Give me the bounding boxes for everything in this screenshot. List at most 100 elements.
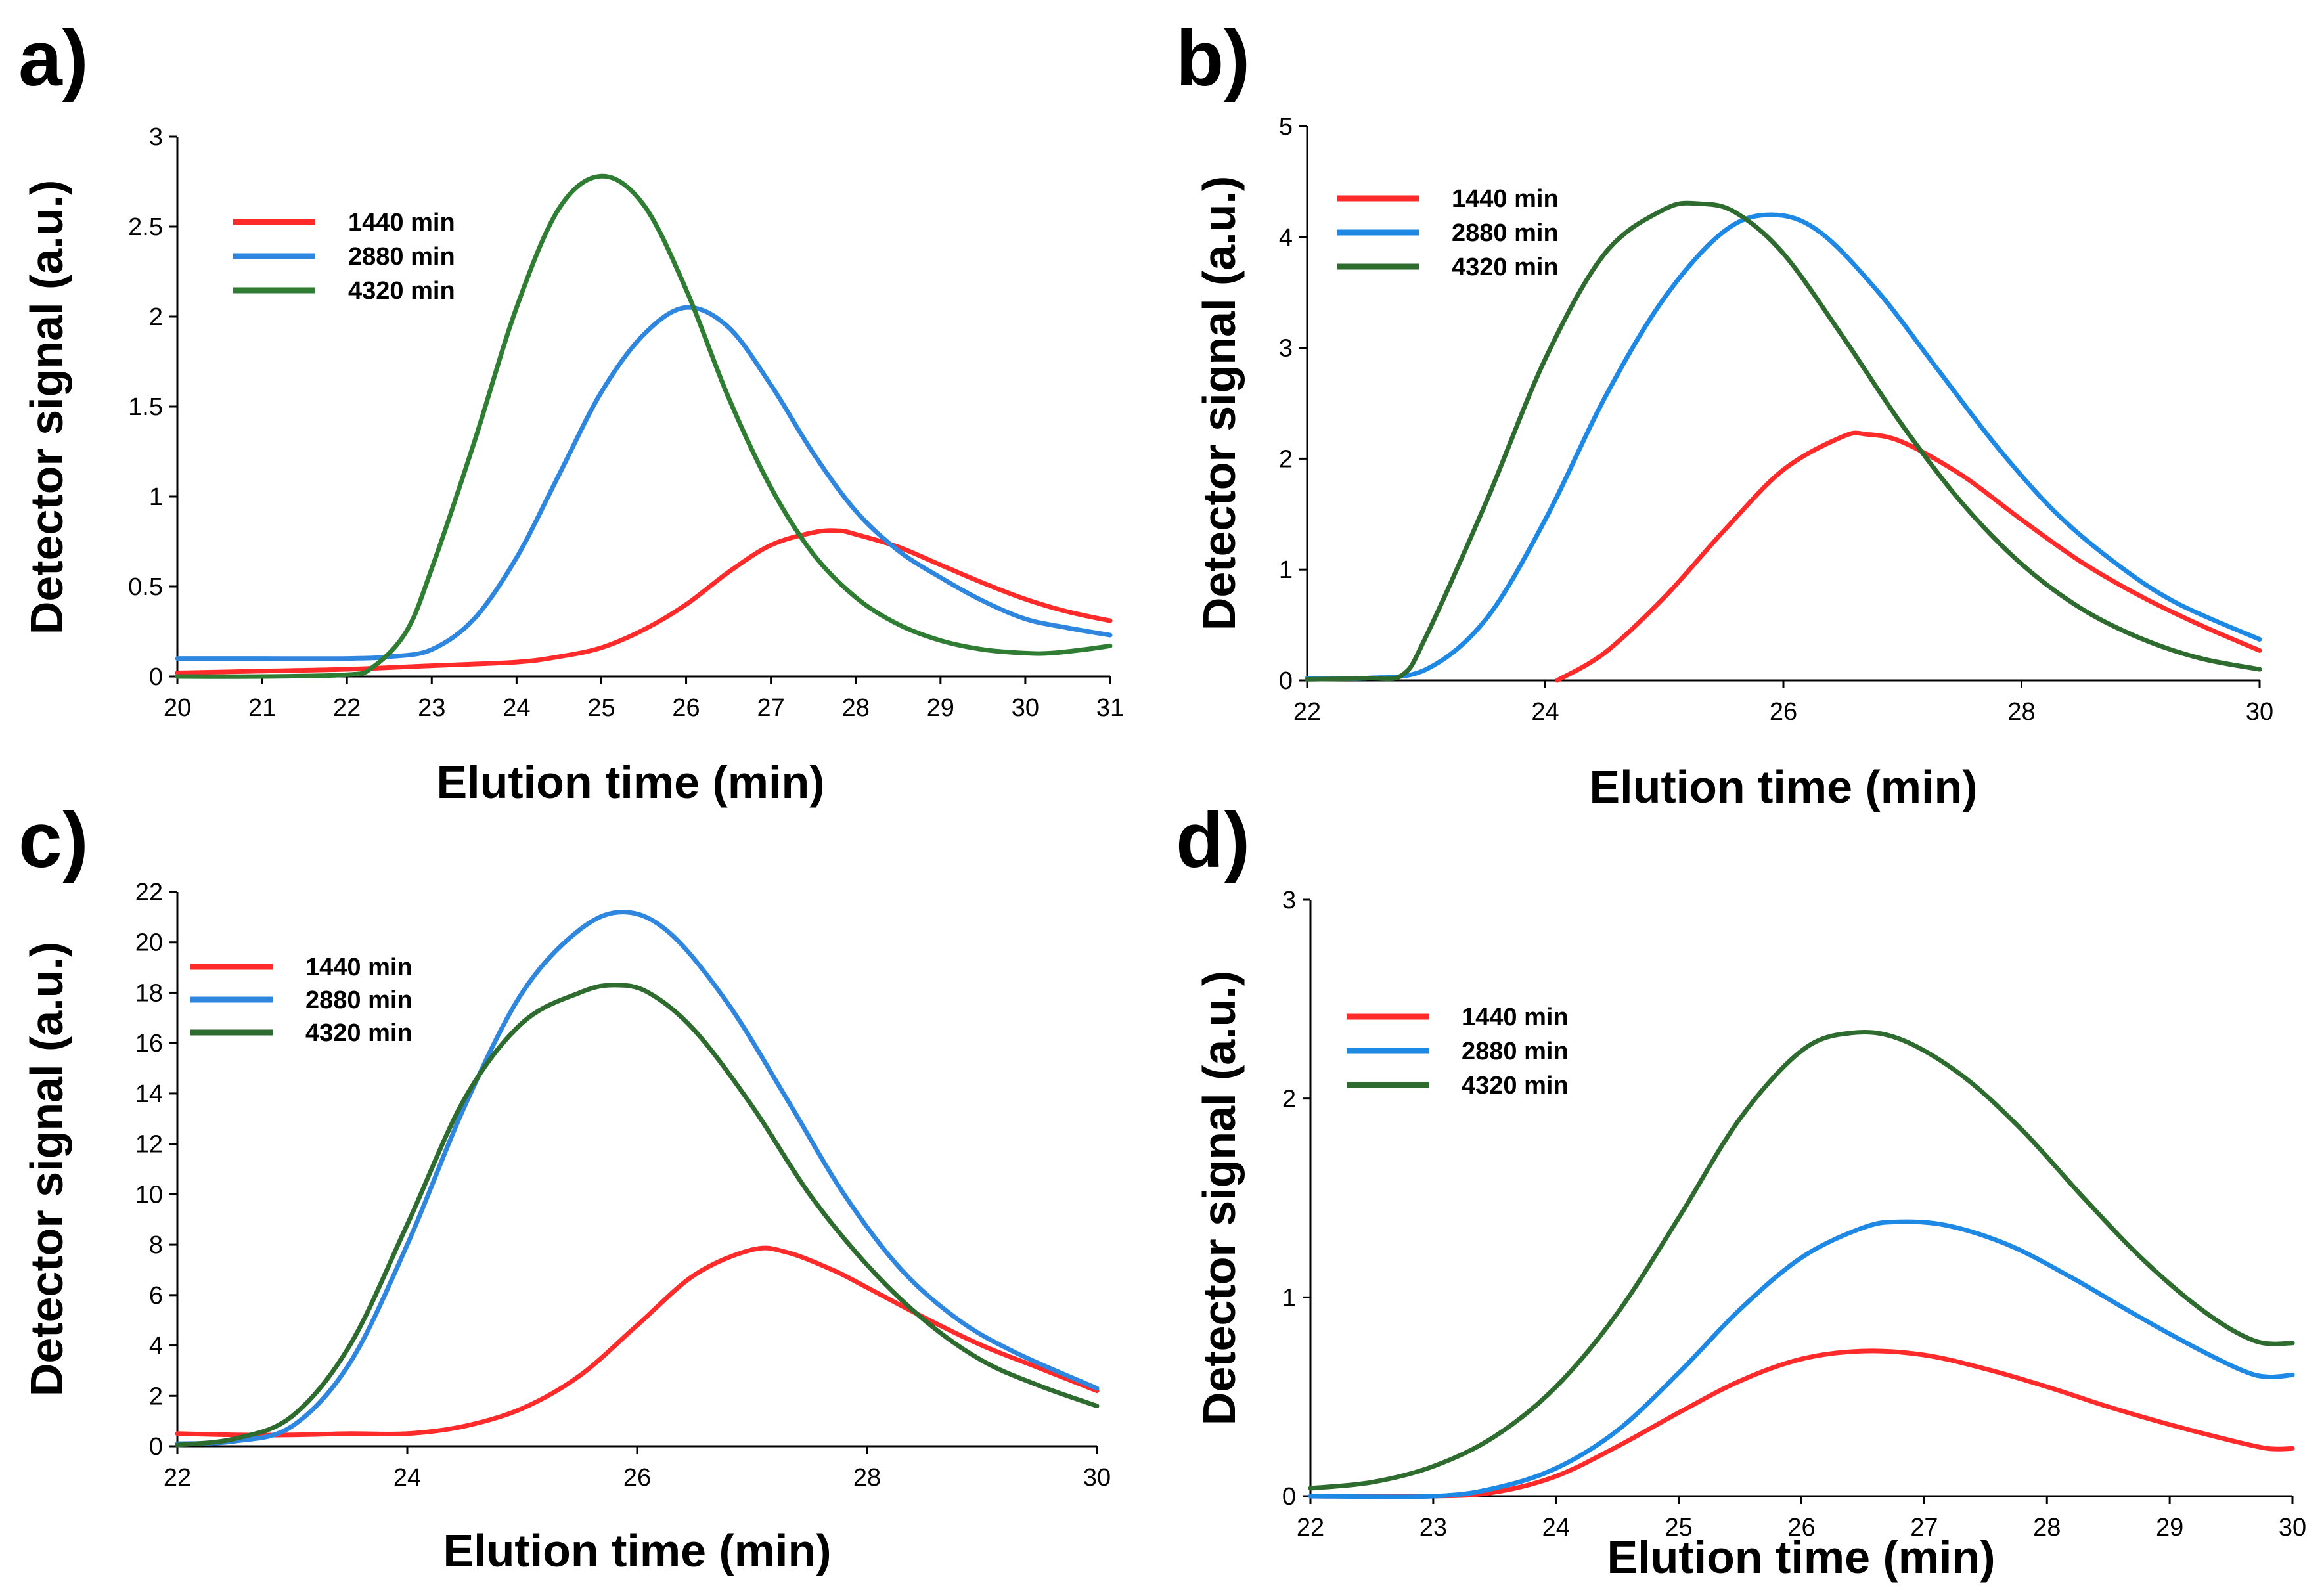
x-tick-label: 28 (2033, 1514, 2061, 1541)
y-tick-label: 20 (135, 929, 163, 957)
x-axis-title: Elution time (min) (1589, 761, 1977, 812)
legend-label: 4320 min (305, 1019, 413, 1047)
y-tick-label: 3 (1282, 887, 1296, 914)
series-line-1440-min (1308, 1348, 2295, 1499)
x-tick-label: 28 (853, 1464, 881, 1492)
series-line-1440-min (175, 1245, 1100, 1438)
x-tick-label: 31 (1096, 694, 1124, 722)
legend-entry: 1440 min (233, 209, 455, 236)
y-axis-title: Detector signal (a.u.) (1194, 176, 1245, 631)
x-tick-label: 25 (1665, 1514, 1692, 1541)
y-axis-title: Detector signal (a.u.) (21, 180, 72, 634)
y-tick-label: 8 (149, 1231, 163, 1259)
x-tick-label: 22 (164, 1464, 191, 1492)
y-tick-label: 16 (135, 1030, 163, 1057)
panel-letter: b) (1176, 14, 1250, 102)
legend-label: 4320 min (1452, 254, 1559, 281)
x-tick-label: 30 (2246, 698, 2273, 726)
y-axis-title: Detector signal (a.u.) (1194, 971, 1245, 1425)
x-tick-label: 22 (333, 694, 361, 722)
x-tick-label: 22 (1293, 698, 1321, 726)
y-tick-label: 4 (149, 1333, 163, 1360)
x-tick-label: 26 (1770, 698, 1797, 726)
x-tick-label: 30 (1012, 694, 1039, 722)
legend-label: 2880 min (305, 986, 413, 1014)
y-tick-label: 4 (1279, 224, 1293, 252)
x-axis-title: Elution time (min) (1607, 1532, 1995, 1583)
series-line-4320-min (1305, 200, 2262, 682)
series-line-4320-min (175, 173, 1113, 679)
y-tick-label: 1 (1279, 556, 1293, 584)
legend-label: 2880 min (348, 243, 455, 271)
panel-letter: a) (18, 14, 89, 102)
y-tick-label: 0 (1282, 1483, 1296, 1511)
x-tick-label: 24 (1531, 698, 1559, 726)
x-tick-label: 27 (1910, 1514, 1938, 1541)
series-line-2880-min (175, 910, 1100, 1446)
x-tick-label: 26 (672, 694, 700, 722)
chart-panel-b: b) 0 1 2 3 4 5 22 24 26 28 30 Elution time (min) Dete… (1176, 14, 2273, 812)
y-tick-label: 22 (135, 879, 163, 906)
y-tick-label: 2 (149, 1383, 163, 1410)
y-tick-label: 5 (1279, 113, 1293, 141)
x-tick-label: 20 (164, 694, 191, 722)
legend-entry: 4320 min (233, 277, 455, 305)
x-tick-label: 24 (393, 1464, 421, 1492)
legend-label: 1440 min (1452, 185, 1559, 213)
x-tick-label: 26 (1787, 1514, 1815, 1541)
series-line-2880-min (1305, 212, 2262, 682)
y-tick-label: 2 (1282, 1086, 1296, 1113)
panel-letter: c) (18, 796, 89, 884)
y-tick-label: 0 (149, 663, 163, 691)
legend-entry: 2880 min (1337, 219, 1559, 247)
legend-entry: 4320 min (1337, 254, 1559, 281)
legend-entry: 2880 min (233, 243, 455, 271)
series-line-1440-min (1555, 430, 2262, 683)
legend-entry: 4320 min (1347, 1072, 1569, 1099)
legend-entry: 1440 min (190, 954, 413, 981)
x-tick-label: 28 (2007, 698, 2035, 726)
legend-label: 2880 min (1462, 1038, 1569, 1065)
y-tick-label: 3 (1279, 335, 1293, 363)
legend-entry: 2880 min (190, 986, 413, 1014)
chart-panel-a: a) 0 0.5 1 1.5 2 2.5 3 20 21 22 23 24 25 26 27 28 29 30 31 E… (18, 14, 1124, 808)
y-tick-label: 2.5 (128, 213, 163, 241)
x-tick-label: 29 (2156, 1514, 2183, 1541)
x-tick-label: 29 (927, 694, 954, 722)
legend-label: 2880 min (1452, 219, 1559, 247)
y-tick-label: 1.5 (128, 393, 163, 421)
y-tick-label: 18 (135, 979, 163, 1007)
legend-label: 1440 min (348, 209, 455, 236)
series-line-4320-min (175, 983, 1100, 1448)
y-tick-label: 0 (1279, 667, 1293, 695)
legend-label: 4320 min (348, 277, 455, 305)
y-tick-label: 1 (149, 483, 163, 511)
y-tick-label: 0 (149, 1433, 163, 1461)
y-tick-label: 12 (135, 1131, 163, 1159)
legend-entry: 2880 min (1347, 1038, 1569, 1065)
series-line-1440-min (175, 528, 1113, 675)
y-tick-label: 0.5 (128, 573, 163, 601)
x-tick-label: 27 (757, 694, 784, 722)
x-tick-label: 21 (248, 694, 276, 722)
x-tick-label: 30 (1083, 1464, 1111, 1492)
x-tick-label: 26 (623, 1464, 651, 1492)
panel-letter: d) (1176, 796, 1250, 884)
x-axis-title: Elution time (min) (436, 757, 824, 808)
y-tick-label: 14 (135, 1080, 163, 1108)
y-tick-label: 3 (149, 123, 163, 151)
y-tick-label: 10 (135, 1181, 163, 1208)
x-tick-label: 24 (1542, 1514, 1570, 1541)
y-tick-label: 2 (1279, 445, 1293, 473)
series-line-2880-min (1308, 1219, 2295, 1499)
legend-label: 1440 min (305, 954, 413, 981)
y-tick-label: 6 (149, 1282, 163, 1310)
x-tick-label: 24 (503, 694, 530, 722)
x-tick-label: 28 (842, 694, 870, 722)
legend-entry: 1440 min (1337, 185, 1559, 213)
y-tick-label: 2 (149, 303, 163, 331)
legend-entry: 4320 min (190, 1019, 413, 1047)
x-axis-title: Elution time (min) (443, 1525, 831, 1576)
